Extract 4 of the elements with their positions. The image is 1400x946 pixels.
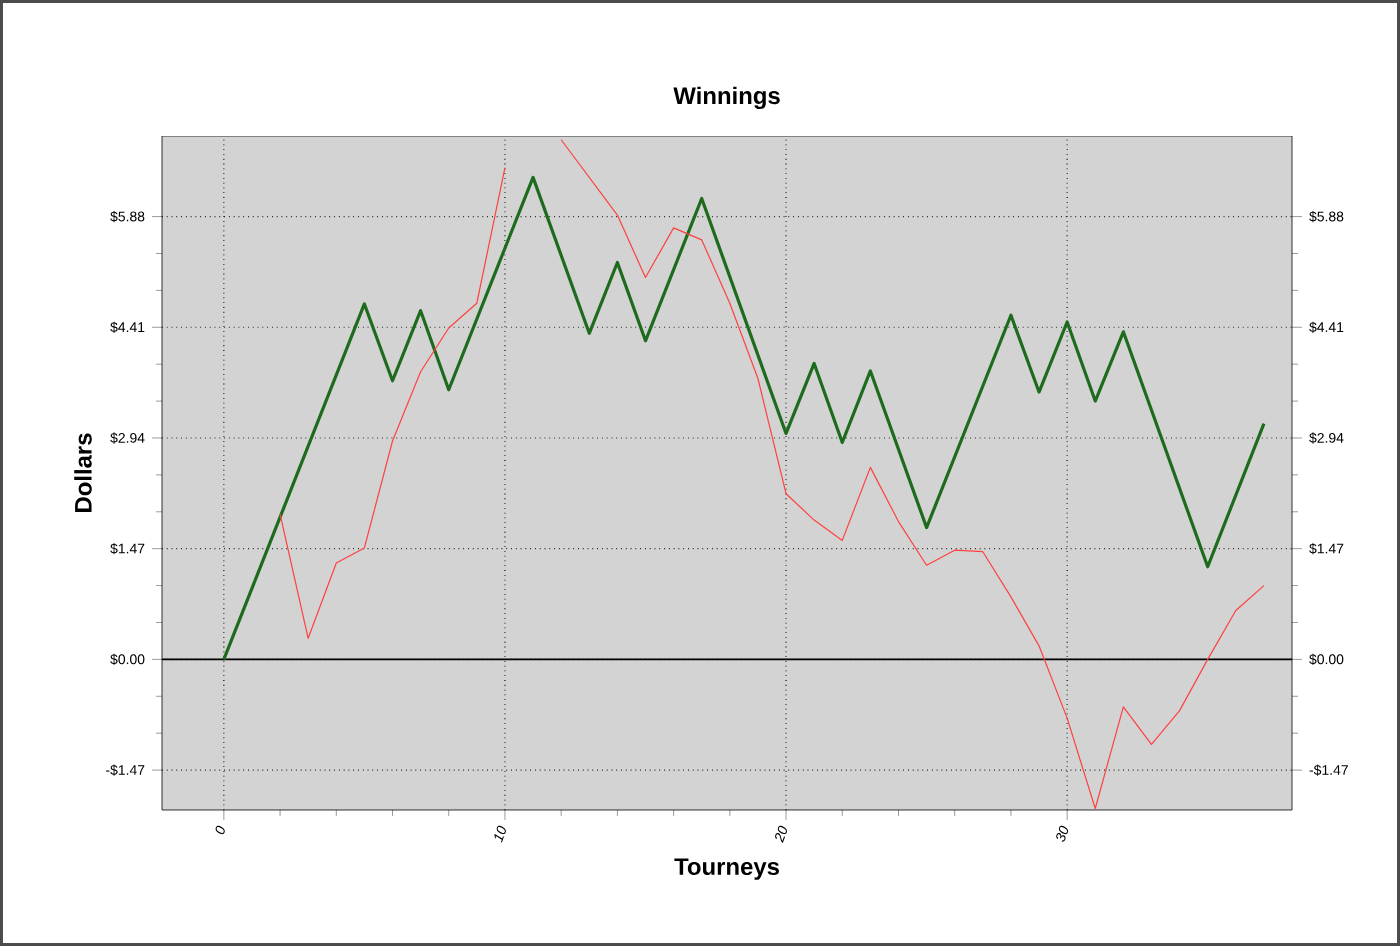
- y-axis-title: Dollars: [74, 433, 92, 512]
- chart-title: Winnings: [673, 86, 780, 110]
- line-series: [222, 175, 1266, 661]
- x-axis-title: Tourneys: [674, 858, 779, 880]
